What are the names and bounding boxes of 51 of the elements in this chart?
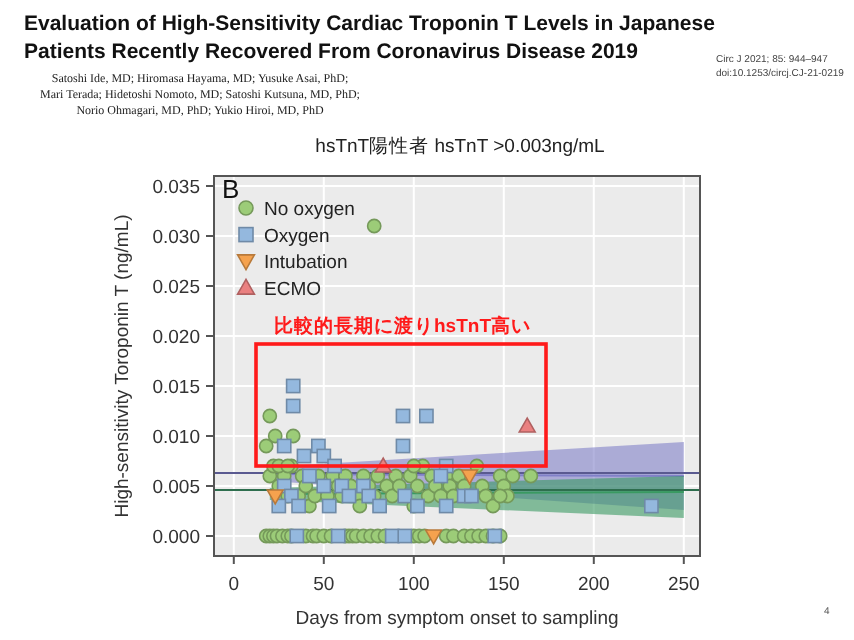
chart-title: Evaluation of High-Sensitivity Cardiac Troponin T Levels in Japanese Patients Recently Recovered From Coronavirus Disease 2019	[24, 12, 716, 64]
legend-label: Intubation	[264, 252, 348, 275]
y-tick-label: 0.010	[152, 426, 200, 449]
point	[341, 488, 357, 504]
chart-subtitle: hsTnT陽性者 hsTnT >0.003ng/mL	[315, 134, 605, 158]
point	[518, 417, 536, 433]
point	[285, 378, 301, 394]
point	[433, 468, 449, 484]
point	[419, 408, 434, 424]
point	[289, 528, 305, 544]
y-tick-label: 0.015	[152, 376, 200, 399]
annotation: B	[222, 174, 240, 204]
point	[330, 528, 346, 544]
point	[316, 478, 332, 494]
point	[395, 408, 411, 424]
point	[291, 498, 306, 514]
legend-label: Oxygen	[264, 225, 330, 248]
point	[302, 468, 317, 484]
point	[464, 488, 479, 504]
x-tick-label: 50	[313, 574, 335, 596]
y-tick-label: 0.030	[152, 226, 200, 249]
point	[397, 488, 413, 504]
point	[438, 498, 454, 514]
point	[395, 438, 411, 454]
point	[424, 529, 443, 545]
y-axis-title: High-sensitivity Toroponin T (ng/mL)	[112, 214, 134, 518]
y-tick-label: 0.005	[152, 476, 200, 499]
point	[372, 498, 387, 514]
x-tick-label: 150	[487, 574, 520, 596]
x-tick-label: 0	[228, 574, 240, 596]
x-tick-label: 100	[397, 574, 430, 596]
y-tick-label: 0.000	[152, 526, 200, 549]
point	[276, 438, 292, 454]
legend-label: No oxygen	[264, 199, 355, 221]
y-tick-label: 0.025	[152, 276, 200, 299]
point	[285, 398, 301, 414]
point	[460, 469, 479, 485]
point	[361, 488, 377, 504]
annotation: 比較的長期に渡りhsTnT高い	[274, 314, 531, 338]
point	[644, 498, 659, 514]
y-tick-label: 0.035	[152, 176, 200, 199]
x-tick-label: 200	[577, 574, 610, 596]
point	[321, 498, 337, 514]
point	[266, 489, 284, 505]
y-tick-label: 0.020	[152, 326, 200, 349]
point	[296, 448, 312, 464]
point	[397, 528, 413, 544]
legend-label: ECMO	[264, 278, 321, 301]
x-tick-label: 250	[667, 574, 700, 596]
point	[316, 448, 332, 464]
x-axis-title: Days from symptom onset to sampling	[295, 608, 619, 630]
